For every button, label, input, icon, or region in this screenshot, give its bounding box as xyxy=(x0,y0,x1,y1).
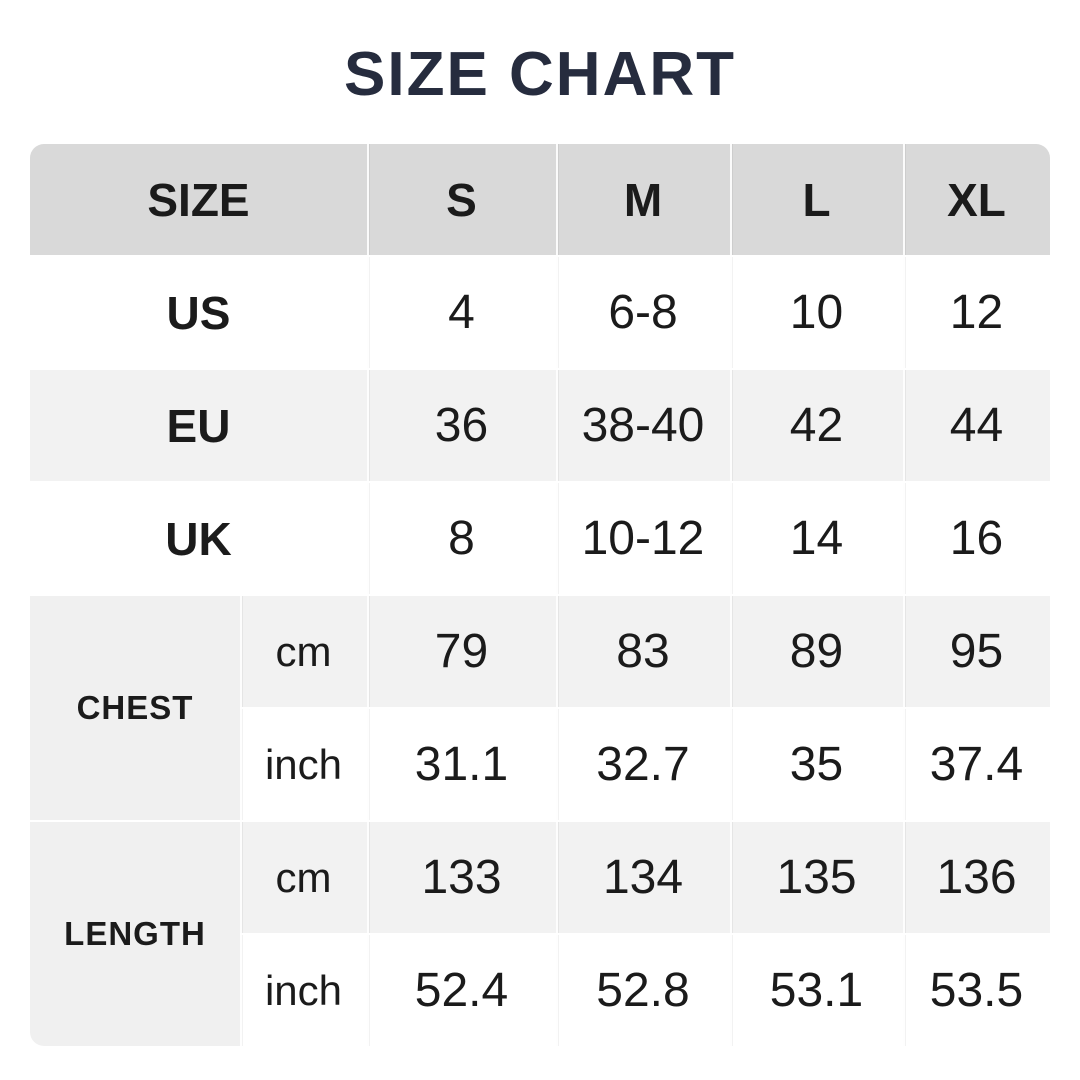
header-cell-l: L xyxy=(730,144,903,255)
size-chart-title: SIZE CHART xyxy=(344,40,736,109)
chest-cm-l: 89 xyxy=(730,596,903,707)
size-table: SIZE S M L XL US 4 6-8 10 12 EU 36 38-40… xyxy=(30,144,1050,1046)
eu-value-xl: 44 xyxy=(903,370,1050,481)
header-cell-m: M xyxy=(556,144,730,255)
eu-value-s: 36 xyxy=(367,370,556,481)
length-inch-m: 52.8 xyxy=(556,935,730,1046)
chest-cm-xl: 95 xyxy=(903,596,1050,707)
chest-inch-s: 31.1 xyxy=(367,709,556,820)
us-value-m: 6-8 xyxy=(556,257,730,368)
header-cell-s: S xyxy=(367,144,556,255)
group-label-length: LENGTH xyxy=(30,822,240,1046)
group-label-chest: CHEST xyxy=(30,596,240,820)
row-label-uk: UK xyxy=(30,483,367,594)
chest-inch-l: 35 xyxy=(730,709,903,820)
eu-value-l: 42 xyxy=(730,370,903,481)
row-label-eu: EU xyxy=(30,370,367,481)
header-cell-xl: XL xyxy=(903,144,1050,255)
length-inch-s: 52.4 xyxy=(367,935,556,1046)
uk-value-s: 8 xyxy=(367,483,556,594)
us-value-l: 10 xyxy=(730,257,903,368)
length-cm-xl: 136 xyxy=(903,822,1050,933)
chest-inch-unit: inch xyxy=(240,709,367,820)
length-inch-xl: 53.5 xyxy=(903,935,1050,1046)
uk-value-xl: 16 xyxy=(903,483,1050,594)
length-inch-unit: inch xyxy=(240,935,367,1046)
eu-value-m: 38-40 xyxy=(556,370,730,481)
uk-value-m: 10-12 xyxy=(556,483,730,594)
length-cm-m: 134 xyxy=(556,822,730,933)
us-value-xl: 12 xyxy=(903,257,1050,368)
row-label-us: US xyxy=(30,257,367,368)
length-cm-unit: cm xyxy=(240,822,367,933)
uk-value-l: 14 xyxy=(730,483,903,594)
length-cm-l: 135 xyxy=(730,822,903,933)
length-inch-l: 53.1 xyxy=(730,935,903,1046)
chest-inch-m: 32.7 xyxy=(556,709,730,820)
us-value-s: 4 xyxy=(367,257,556,368)
chest-cm-m: 83 xyxy=(556,596,730,707)
chest-inch-xl: 37.4 xyxy=(903,709,1050,820)
length-cm-s: 133 xyxy=(367,822,556,933)
header-cell-size: SIZE xyxy=(30,144,367,255)
chest-cm-unit: cm xyxy=(240,596,367,707)
chest-cm-s: 79 xyxy=(367,596,556,707)
